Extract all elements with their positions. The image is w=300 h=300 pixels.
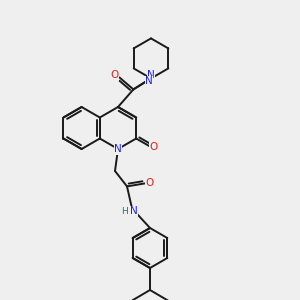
Text: O: O [150, 142, 158, 152]
Text: O: O [110, 70, 118, 80]
Text: N: N [114, 144, 122, 154]
Text: N: N [147, 70, 155, 80]
Text: O: O [146, 178, 154, 188]
Text: N: N [130, 206, 138, 216]
Text: H: H [121, 207, 128, 216]
Text: N: N [145, 76, 153, 86]
